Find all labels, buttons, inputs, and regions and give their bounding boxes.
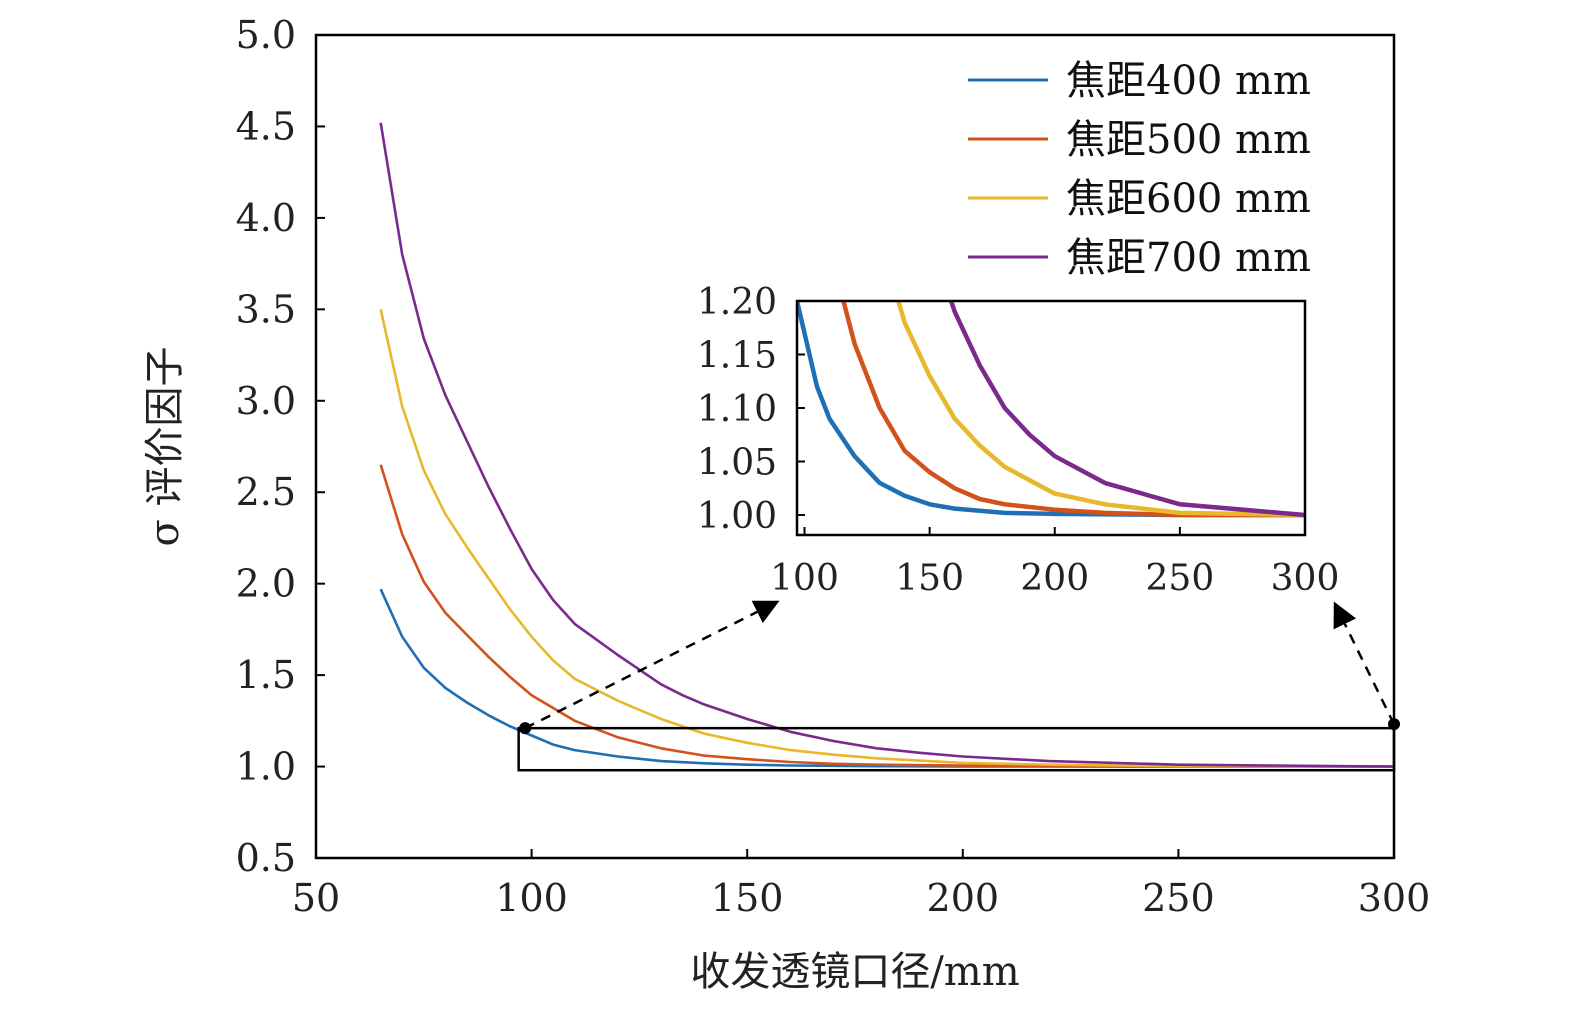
inset-series-group (797, 301, 1305, 518)
inset-x-tick-label: 300 (1271, 558, 1340, 599)
main-plot-frame (314, 33, 1396, 860)
y-tick-label: 4.0 (236, 196, 296, 240)
y-tick-label: 4.5 (236, 104, 296, 148)
legend-label: 焦距700 mm (1066, 235, 1311, 281)
x-tick-label: 50 (292, 876, 340, 920)
y-tick-label: 3.5 (236, 287, 296, 331)
inset-y-tick-label: 1.10 (697, 389, 777, 430)
inset-x-tick-label: 100 (770, 558, 839, 599)
connector-right-dot (1388, 718, 1400, 731)
y-axis-title: σ 评价因子 (142, 346, 188, 546)
y-tick-label: 5.0 (236, 13, 296, 57)
y-tick-label: 1.5 (236, 653, 296, 697)
legend-label: 焦距400 mm (1066, 58, 1311, 104)
inset-series-line (896, 301, 1305, 518)
inset-series-line (841, 301, 1305, 518)
main-series-group (379, 122, 1395, 768)
connector-left-arrow (524, 600, 780, 730)
legend-label: 焦距500 mm (1066, 117, 1311, 163)
y-tick-label: 2.5 (236, 470, 296, 514)
x-tick-label: 150 (711, 876, 784, 920)
series-line (379, 588, 1394, 768)
zoom-connectors (519, 600, 1400, 735)
inset-series-line (797, 301, 1305, 518)
main-ticks-group: 50 100 150 200 250 300 0.5 1.0 1.5 2.0 2.5 3.0 3.5 4.… (236, 13, 1431, 920)
inset-y-tick-label: 1.00 (697, 496, 777, 537)
x-tick-label: 100 (495, 876, 568, 920)
x-tick-label: 200 (927, 876, 1000, 920)
series-line (379, 464, 1394, 768)
y-tick-label: 1.0 (236, 745, 296, 789)
legend: 焦距400 mm 焦距500 mm 焦距600 mm 焦距700 mm (968, 58, 1311, 281)
inset-x-tick-label: 200 (1020, 558, 1089, 599)
inset-y-tick-label: 1.05 (697, 443, 777, 484)
inset-x-tick-label: 250 (1146, 558, 1215, 599)
y-tick-label: 2.0 (236, 562, 296, 606)
connector-left-dot (519, 722, 532, 735)
legend-label: 焦距600 mm (1066, 176, 1311, 222)
x-tick-label: 250 (1142, 876, 1215, 920)
inset-series-line (948, 301, 1305, 518)
connector-right-arrow (1333, 601, 1396, 725)
inset-background (797, 301, 1305, 535)
inset-plot: 100 150 200 250 300 1.00 1.05 1.10 1.15 1.20 (697, 282, 1340, 599)
series-line (379, 309, 1395, 768)
zoom-region-box (517, 726, 1396, 772)
inset-y-tick-label: 1.20 (697, 282, 777, 323)
inset-plot-frame (795, 299, 1307, 537)
series-line (379, 122, 1395, 768)
x-axis-title: 收发透镜口径/mm (690, 949, 1019, 995)
main-plot: 50 100 150 200 250 300 0.5 1.0 1.5 2.0 2.5 3.0 3.5 4.… (236, 13, 1431, 920)
y-tick-label: 3.0 (236, 379, 296, 423)
inset-x-tick-label: 150 (895, 558, 964, 599)
x-tick-label: 300 (1358, 876, 1431, 920)
inset-ticks-group: 100 150 200 250 300 1.00 1.05 1.10 1.15 1.20 (697, 282, 1340, 599)
inset-y-tick-label: 1.15 (697, 336, 777, 377)
y-tick-label: 0.5 (236, 836, 296, 880)
